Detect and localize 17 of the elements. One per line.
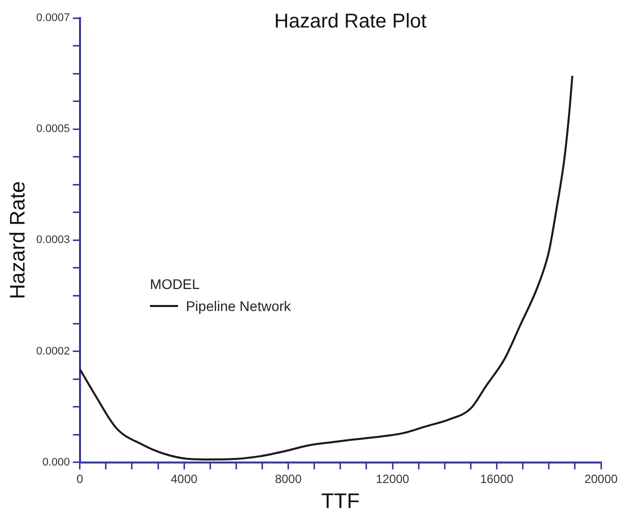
legend-title: MODEL	[150, 276, 201, 292]
y-tick-label: 0.0007	[36, 12, 70, 24]
y-tick-label: 0.000	[42, 456, 70, 468]
x-axis-title: TTF	[321, 490, 360, 514]
chart-title: Hazard Rate Plot	[274, 10, 428, 33]
y-tick-label: 0.0005	[36, 123, 70, 136]
legend-label: Pipeline Network	[186, 298, 291, 314]
x-tick-label: 4000	[170, 472, 198, 486]
x-tick-label: 20000	[584, 472, 618, 486]
x-tick-label: 0	[76, 472, 84, 486]
y-axis-title: Hazard Rate	[6, 181, 30, 300]
line-series	[80, 74, 574, 460]
x-tick-label: 8000	[274, 472, 302, 486]
y-tick-label: 0.0002	[36, 345, 70, 358]
x-tick-label: 16000	[480, 472, 514, 486]
x-tick-label: 12000	[376, 472, 410, 486]
y-tick-label: 0.0003	[36, 234, 70, 246]
